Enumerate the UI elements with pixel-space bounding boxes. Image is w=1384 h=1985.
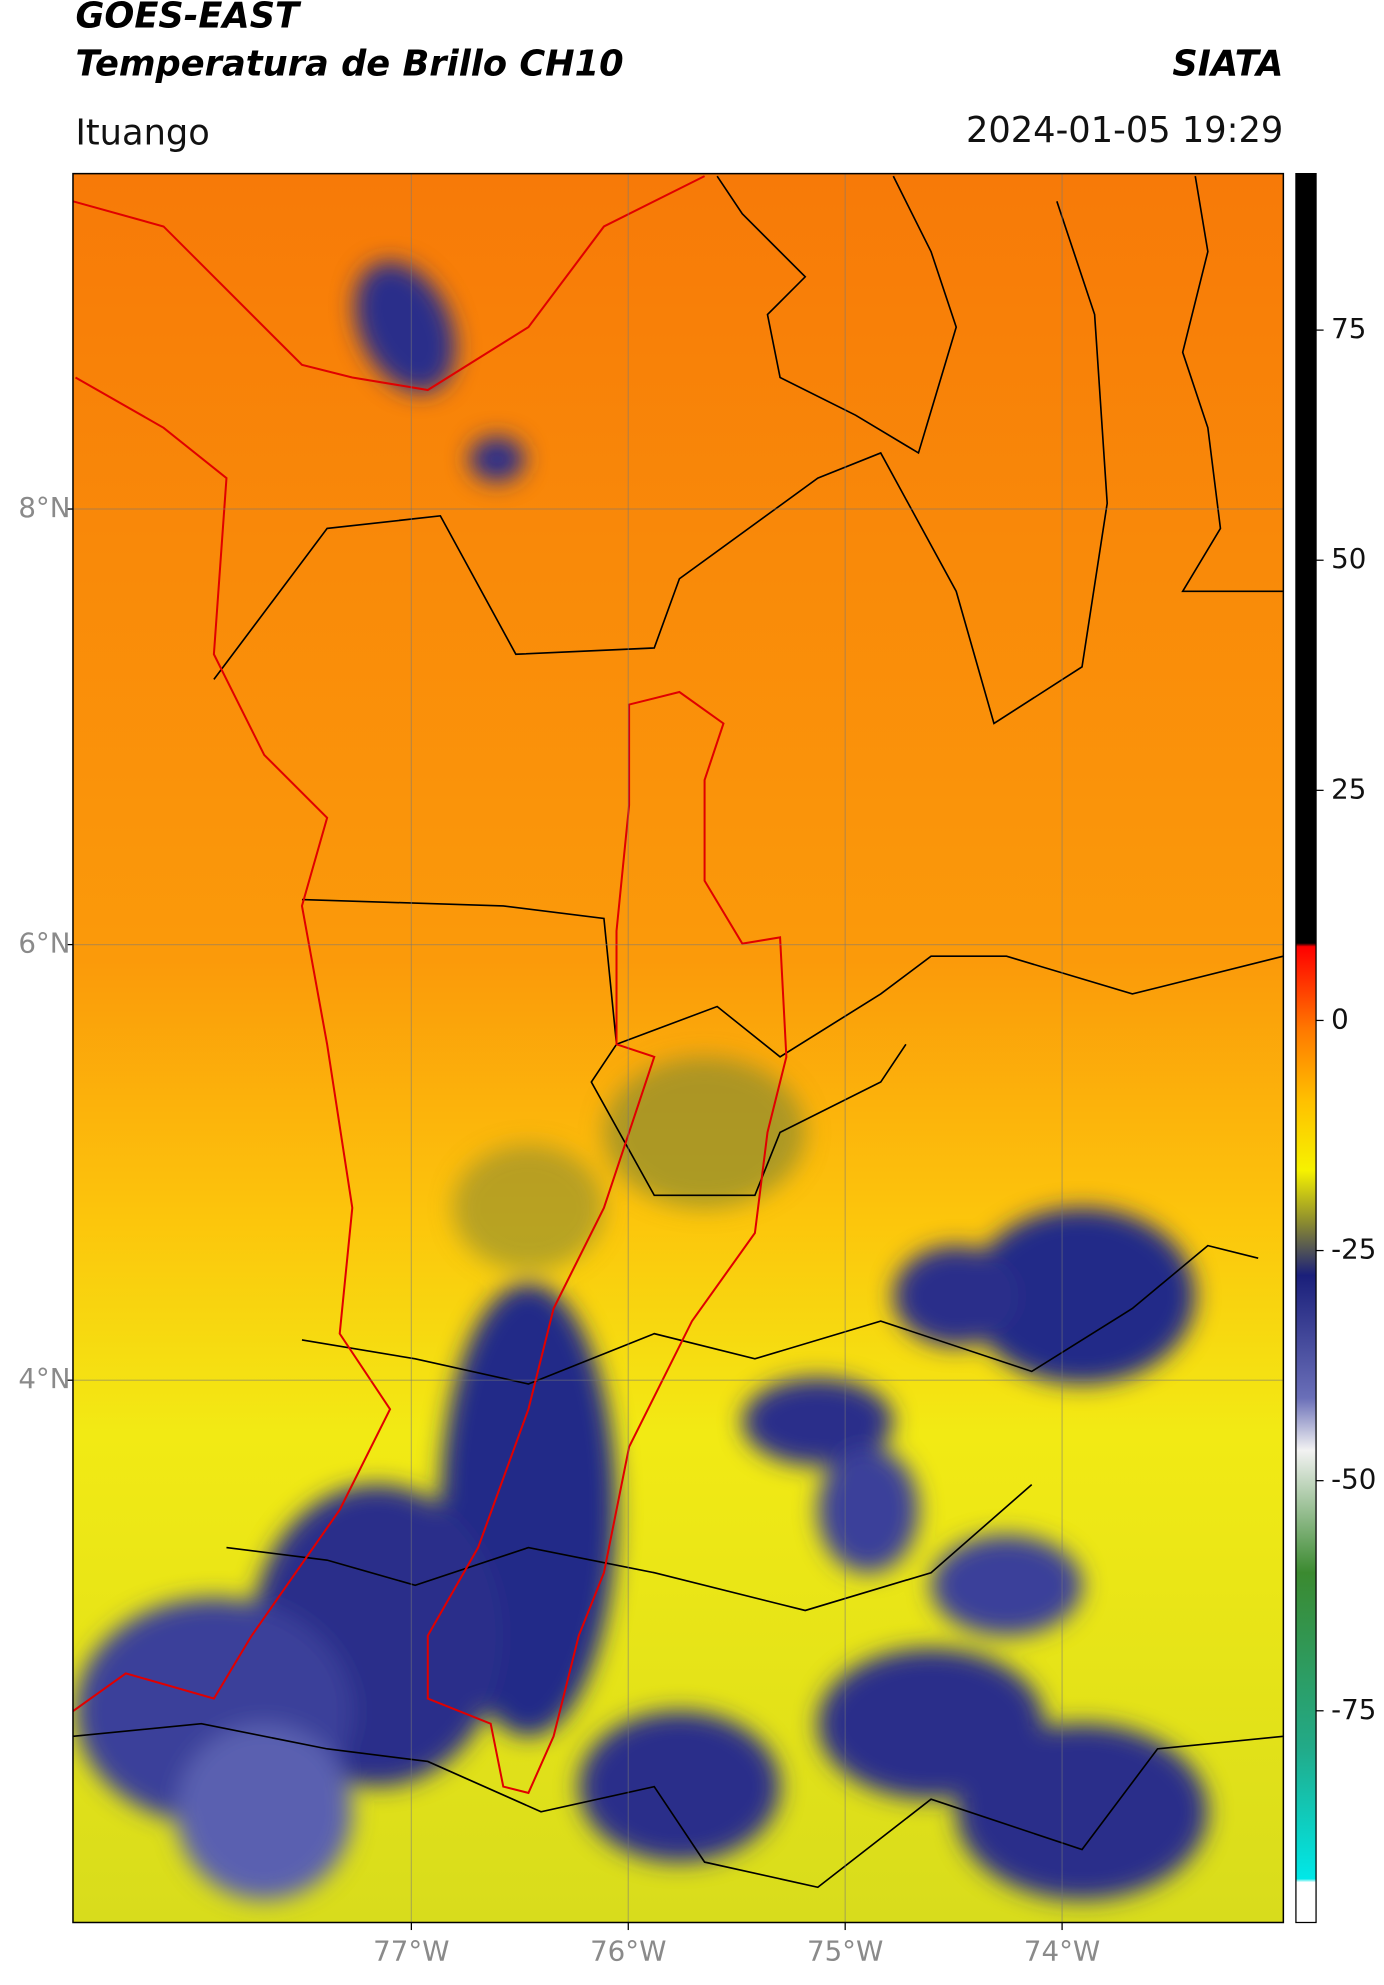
- cloud-layer: [75, 261, 1208, 1900]
- satellite-title: GOES-EAST: [75, 0, 302, 37]
- colorbar-tick-label: -25: [1331, 1233, 1376, 1266]
- lon-tick-label: 77°W: [373, 1935, 449, 1968]
- colorbar-tick-label: 25: [1331, 772, 1366, 805]
- lon-tick-label: 76°W: [590, 1935, 666, 1968]
- colorbar-tick-label: 0: [1331, 1002, 1349, 1035]
- colorbar-tick-label: -50: [1331, 1463, 1376, 1496]
- region-outline: [72, 175, 788, 1795]
- colorbar-tick-label: 50: [1331, 542, 1366, 575]
- satellite-image: [72, 173, 1284, 1923]
- product-title: Temperatura de Brillo CH10: [75, 43, 623, 84]
- lat-tick-label: 4°N: [18, 1362, 70, 1395]
- admin-borders: [72, 175, 1284, 1889]
- colorbar-tick-label: 75: [1331, 312, 1366, 345]
- map-frame: [72, 172, 1285, 1924]
- lon-tick-label: 75°W: [807, 1935, 883, 1968]
- region-label: Ituango: [75, 113, 209, 154]
- graticule: [65, 173, 1284, 1931]
- lat-tick-label: 8°N: [18, 491, 70, 524]
- source-label: SIATA: [1172, 43, 1283, 84]
- colorbar: [1295, 172, 1317, 1924]
- colorbar-tick-label: -75: [1331, 1693, 1376, 1726]
- datetime-label: 2024-01-05 19:29: [966, 110, 1283, 151]
- lon-tick-label: 74°W: [1024, 1935, 1100, 1968]
- lat-tick-label: 6°N: [18, 927, 70, 960]
